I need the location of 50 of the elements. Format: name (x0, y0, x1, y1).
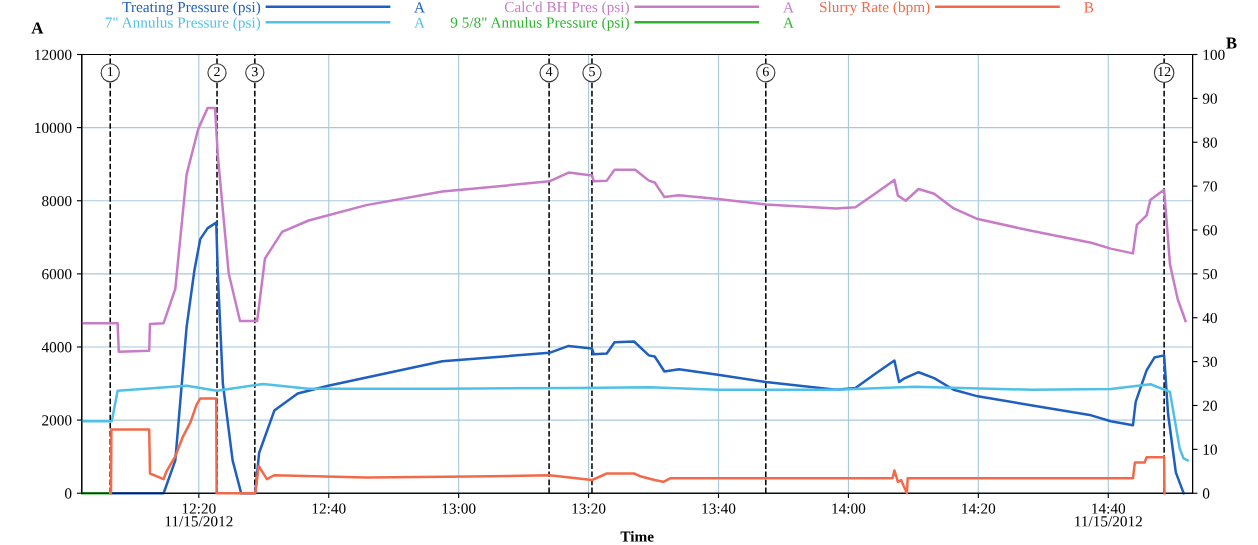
text: Calc'd BH Pres (psi) (504, 1, 629, 16)
y-tick-label: 6000 (42, 269, 72, 280)
x-tick-label: 12:20 11/15/2012 (165, 503, 233, 527)
y2-tick-label: 50 (1203, 269, 1217, 280)
y2-axis-title: B (1226, 37, 1237, 49)
annotation: 5 (589, 67, 595, 77)
y-axis-title: A (31, 22, 44, 34)
annotation: 3 (252, 66, 258, 77)
line-series (80, 382, 1189, 462)
text: 9 5/8" Annulus Pressure (psi) (450, 16, 629, 31)
text: 7" Annulus Pressure (psi) (105, 16, 261, 31)
text: A (414, 17, 425, 28)
y-tick-label: 12000 (35, 49, 72, 60)
y2-tick-label: 80 (1202, 137, 1217, 148)
y2-tick-label: 70 (1203, 181, 1217, 192)
text: A (783, 2, 794, 13)
y2-tick-label: 0 (1202, 488, 1210, 499)
x-tick-label: 13:00 (442, 503, 476, 514)
x-tick-label: 14:00 (832, 503, 866, 514)
line-series (110, 221, 1185, 495)
text: Treating Pressure (psi) (122, 1, 261, 16)
y-tick-label: 0 (64, 488, 72, 499)
line-series (80, 106, 1187, 353)
y2-tick-label: 30 (1203, 356, 1217, 368)
y-tick-label: 8000 (42, 195, 72, 207)
annotation: 12 (1158, 66, 1171, 77)
y2-tick-label: 40 (1202, 312, 1217, 324)
x-tick-label: 14:40 11/15/2012 (1075, 503, 1142, 527)
annotation: 1 (107, 66, 113, 77)
annotation: 2 (214, 66, 220, 77)
annotation: 4 (545, 66, 553, 77)
y-tick-label: 2000 (42, 415, 72, 426)
y2-tick-label: 90 (1202, 93, 1217, 104)
x-tick-label: 14:20 (962, 503, 996, 514)
line-series (108, 397, 1166, 495)
text: Slurry Rate (bpm) (820, 1, 930, 16)
x-tick-label: 12:40 (312, 503, 346, 514)
y2-tick-label: 10 (1203, 444, 1217, 455)
y-tick-label: 10000 (35, 122, 72, 134)
text: B (1084, 2, 1094, 13)
annotation: 6 (762, 66, 769, 77)
text: A (414, 2, 425, 13)
y2-tick-label: 100 (1203, 49, 1225, 60)
x-tick-label: 13:20 (572, 503, 606, 514)
text: A (783, 17, 794, 28)
x-tick-label: 13:40 (702, 503, 736, 514)
y-tick-label: 4000 (41, 342, 72, 353)
y2-tick-label: 60 (1202, 225, 1217, 236)
x-axis-title: Time (620, 530, 654, 542)
y2-tick-label: 20 (1202, 400, 1217, 411)
